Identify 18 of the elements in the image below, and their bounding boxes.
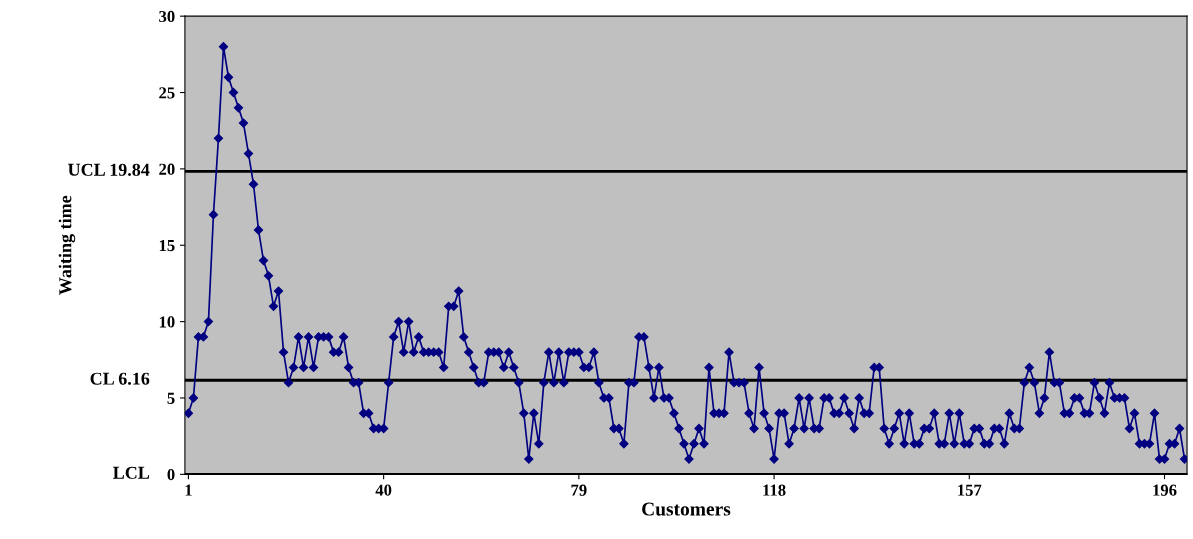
y-tick-label: 5 — [167, 392, 175, 404]
y-tick-label: 15 — [159, 240, 175, 252]
ref-line-label: CL 6.16 — [90, 372, 150, 385]
y-tick-label: 20 — [159, 163, 175, 175]
x-tick-label: 157 — [958, 484, 982, 496]
y-axis-title: Waiting time — [58, 195, 76, 295]
ref-line-label: UCL 19.84 — [68, 163, 150, 176]
ref-line-label: LCL — [113, 466, 150, 479]
y-tick-label: 10 — [159, 316, 175, 328]
y-tick-label: 30 — [159, 10, 175, 23]
y-tick-label: 0 — [167, 469, 175, 481]
x-tick-label: 1 — [185, 484, 192, 496]
y-tick-label: 25 — [159, 87, 175, 99]
x-tick-label: 196 — [1153, 484, 1177, 496]
x-tick-label: 79 — [571, 484, 587, 496]
x-axis-title: Customers — [642, 502, 731, 516]
x-tick-label: 118 — [763, 484, 786, 496]
x-tick-label: 40 — [375, 484, 392, 496]
